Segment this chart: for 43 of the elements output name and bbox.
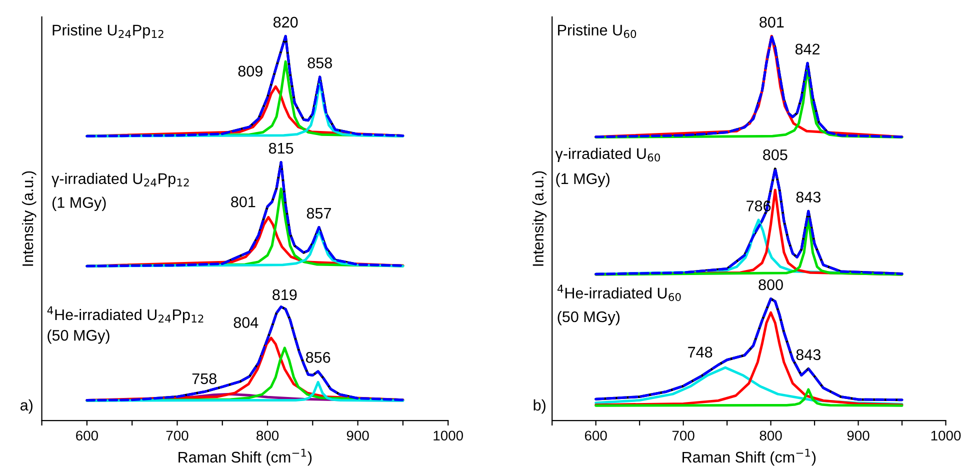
annotation: $^{4}$He-irradiated U$_{60}$ — [557, 284, 681, 302]
x-axis-title: Raman Shift (cm$^{−1}$) — [682, 448, 816, 466]
x-tick-label: 800 — [256, 430, 279, 441]
annotation: $^{4}$He-irradiated U$_{24}$Pp$_{12}$ — [47, 306, 204, 324]
x-tick-label: 900 — [346, 430, 369, 441]
x-tick-label: 700 — [166, 430, 188, 441]
x-tick-label: 1000 — [931, 430, 961, 441]
annotation: 858 — [308, 58, 332, 68]
annotation: 815 — [268, 142, 294, 154]
annotation: 758 — [192, 373, 216, 384]
annotation: 805 — [763, 149, 788, 160]
annotation: 857 — [306, 208, 331, 219]
annotation: 801 — [760, 16, 784, 28]
annotation: (1 MGy) — [556, 172, 610, 188]
annotation: Pristine U$_{60}$ — [558, 24, 636, 38]
text: a) — [20, 399, 32, 414]
x-tick-label: 600 — [76, 430, 98, 441]
annotation: γ-irradiated U$_{60}$ — [555, 148, 660, 162]
annotation: γ-irradiated U$_{24}$Pp$_{12}$ — [52, 172, 189, 188]
annotation: 748 — [688, 346, 712, 358]
annotation: 843 — [796, 192, 820, 203]
annotation: 820 — [273, 16, 298, 28]
x-tick-label: 800 — [760, 430, 782, 441]
annotation: (1 MGy) — [52, 196, 106, 211]
y-axis-title: Intensity (a.u.) — [22, 171, 36, 266]
annotation: 800 — [758, 279, 783, 290]
x-tick-label: 700 — [672, 430, 694, 441]
y-axis-title: Intensity (a.u.) — [532, 171, 547, 266]
annotation: 804 — [234, 317, 258, 328]
annotation: (50 MGy) — [558, 310, 620, 326]
text: b) — [534, 399, 546, 414]
x-tick-label: 900 — [847, 430, 870, 441]
x-axis-title: Raman Shift (cm$^{−1}$) — [178, 448, 312, 466]
annotation: 819 — [272, 289, 297, 300]
annotation: 801 — [231, 196, 256, 208]
annotation: (50 MGy) — [48, 330, 110, 344]
annotation: 809 — [238, 66, 262, 77]
annotation: Pristine U$_{24}$Pp$_{12}$ — [52, 24, 164, 39]
x-tick-label: 600 — [584, 430, 607, 441]
annotation: 843 — [796, 349, 820, 360]
annotation: 856 — [306, 352, 330, 363]
x-tick-label: 1000 — [434, 430, 463, 441]
annotation: 842 — [795, 44, 820, 55]
